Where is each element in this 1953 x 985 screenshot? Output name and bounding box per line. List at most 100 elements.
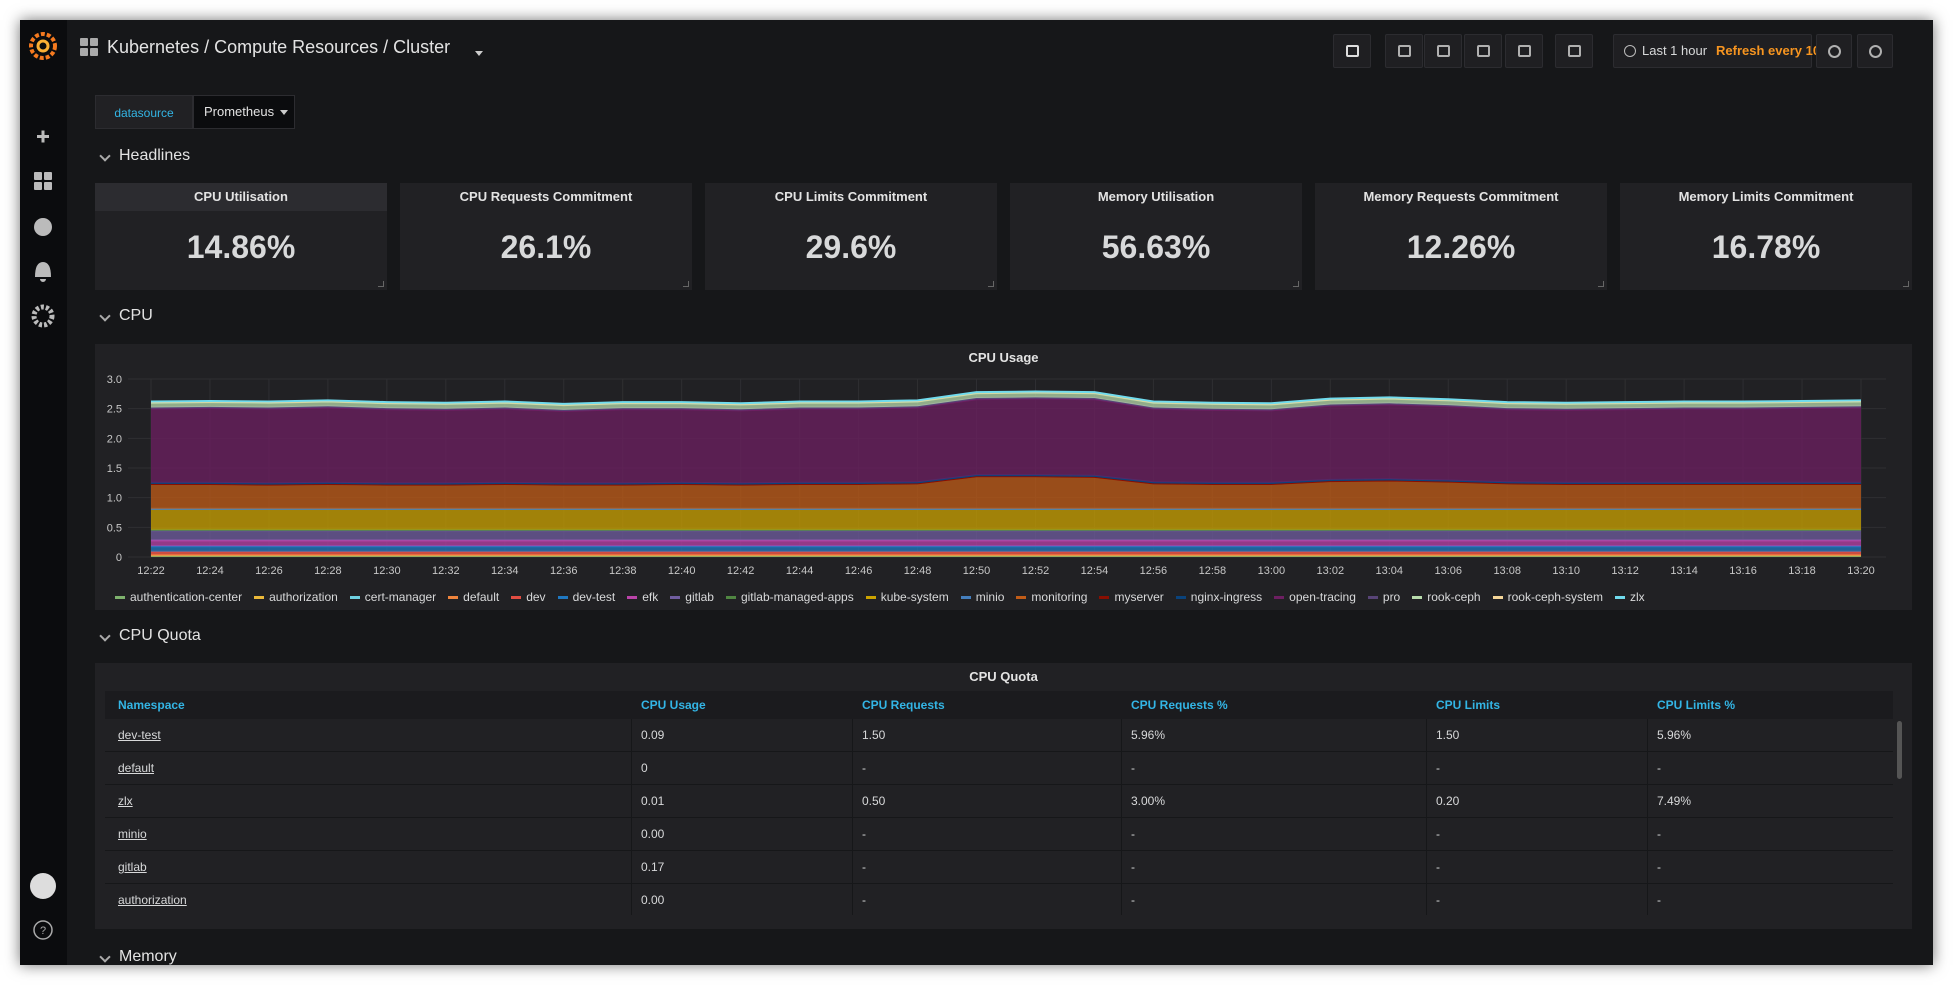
panel-header[interactable]: CPU Utilisation — [95, 183, 387, 211]
table-cell: 5.96% — [1657, 728, 1692, 742]
config-icon[interactable] — [31, 304, 55, 328]
panel-header[interactable]: CPU Limits Commitment — [705, 183, 997, 211]
legend-item[interactable]: monitoring — [1016, 590, 1087, 604]
column-divider — [1426, 752, 1427, 785]
row-title[interactable]: Memory — [119, 948, 177, 965]
legend-swatch — [1175, 595, 1186, 599]
legend-label: zlx — [1629, 590, 1645, 604]
legend-item[interactable]: dev-test — [557, 590, 615, 604]
tv-mode-button[interactable] — [1555, 34, 1593, 68]
panel-header[interactable]: Memory Limits Commitment — [1620, 183, 1912, 211]
panel-title[interactable]: CPU Usage — [968, 350, 1039, 365]
y-tick-label: 2.0 — [107, 433, 122, 445]
legend-swatch — [1367, 595, 1378, 599]
x-tick-label: 12:38 — [609, 565, 637, 577]
namespace-link[interactable]: authorization — [118, 893, 187, 907]
legend-item[interactable]: pro — [1367, 590, 1400, 604]
column-divider — [631, 719, 632, 752]
zoom-out-button[interactable] — [1816, 34, 1852, 68]
row-chevron[interactable] — [99, 951, 111, 963]
namespace-link[interactable]: dev-test — [118, 728, 161, 742]
legend-label: cert-manager — [364, 590, 437, 604]
panel-header[interactable]: Memory Requests Commitment — [1315, 183, 1607, 211]
refresh-button[interactable] — [1857, 34, 1893, 68]
stat-value: 14.86% — [186, 229, 296, 265]
x-tick-label: 13:04 — [1376, 565, 1404, 577]
x-tick-label: 13:10 — [1552, 565, 1580, 577]
namespace-link[interactable]: zlx — [118, 794, 133, 808]
button-icon — [1828, 45, 1841, 58]
dashboard-title[interactable]: Kubernetes / Compute Resources / Cluster — [107, 37, 451, 57]
panel-header[interactable]: CPU Requests Commitment — [400, 183, 692, 211]
panel-header[interactable]: Memory Utilisation — [1010, 183, 1302, 211]
column-header[interactable]: Namespace — [118, 698, 185, 712]
row-title[interactable]: CPU Quota — [119, 627, 201, 644]
namespace-link[interactable]: gitlab — [118, 860, 147, 874]
legend-label: dev — [526, 590, 546, 604]
help-glyph: ? — [40, 925, 46, 937]
panel-title[interactable]: CPU Quota — [969, 669, 1038, 684]
namespace-link[interactable]: minio — [118, 827, 147, 841]
star-button[interactable] — [1385, 34, 1423, 68]
legend-item[interactable]: default — [448, 590, 499, 604]
x-tick-label: 12:24 — [196, 565, 224, 577]
column-header[interactable]: CPU Limits — [1436, 698, 1501, 712]
table-cell: 0.00 — [641, 893, 665, 907]
refresh-interval: Refresh every 10s — [1716, 43, 1828, 58]
table-cell: 0 — [641, 761, 648, 775]
column-divider — [1426, 818, 1427, 851]
legend-item[interactable]: myserver — [1099, 590, 1164, 604]
row-chevron[interactable] — [99, 150, 111, 162]
explore-icon[interactable] — [34, 218, 52, 236]
settings-button[interactable] — [1505, 34, 1543, 68]
table-cell: 7.49% — [1657, 794, 1692, 808]
legend-item[interactable]: nginx-ingress — [1175, 590, 1262, 604]
grafana-logo[interactable] — [29, 32, 57, 60]
row-title[interactable]: CPU — [119, 307, 153, 324]
row-chevron[interactable] — [99, 630, 111, 642]
legend-item[interactable]: rook-ceph-system — [1492, 590, 1603, 604]
alerting-icon[interactable] — [35, 262, 51, 282]
legend-item[interactable]: kube-system — [865, 590, 949, 604]
legend-item[interactable]: rook-ceph — [1412, 590, 1481, 604]
share-button[interactable] — [1424, 34, 1462, 68]
row-chevron[interactable] — [99, 310, 111, 322]
help-icon[interactable] — [33, 920, 53, 940]
column-divider — [1121, 851, 1122, 884]
column-header[interactable]: CPU Requests % — [1131, 698, 1228, 712]
legend-item[interactable]: dev — [511, 590, 546, 604]
legend-item[interactable]: efk — [627, 590, 658, 604]
legend-item[interactable]: cert-manager — [349, 590, 437, 604]
save-button[interactable] — [1464, 34, 1502, 68]
create-icon[interactable] — [37, 130, 49, 143]
variable-value[interactable]: Prometheus — [193, 95, 295, 129]
button-icon — [1398, 45, 1411, 57]
row-title[interactable]: Headlines — [119, 147, 191, 164]
add-panel-button[interactable] — [1333, 34, 1371, 68]
dashboard-icon[interactable] — [80, 38, 98, 56]
column-header[interactable]: CPU Limits % — [1657, 698, 1736, 712]
x-tick-label: 12:30 — [373, 565, 401, 577]
legend-label: monitoring — [1031, 590, 1088, 604]
legend-item[interactable]: authentication-center — [115, 590, 242, 604]
legend-swatch — [1274, 595, 1285, 599]
column-header[interactable]: CPU Usage — [641, 698, 706, 712]
column-header[interactable]: CPU Requests — [862, 698, 945, 712]
legend-item[interactable]: zlx — [1614, 590, 1645, 604]
x-tick-label: 12:36 — [550, 565, 578, 577]
legend-item[interactable]: gitlab-managed-apps — [725, 590, 854, 604]
x-tick-label: 12:44 — [786, 565, 814, 577]
table-cell: 0.01 — [641, 794, 665, 808]
legend-item[interactable]: minio — [960, 590, 1004, 604]
legend-item[interactable]: open-tracing — [1274, 590, 1356, 604]
column-divider — [1426, 884, 1427, 915]
dashboards-icon[interactable] — [34, 172, 52, 190]
column-divider — [631, 884, 632, 915]
user-avatar[interactable] — [30, 873, 56, 899]
legend-label: open-tracing — [1289, 590, 1356, 604]
namespace-link[interactable]: default — [118, 761, 155, 775]
legend-item[interactable]: authorization — [254, 590, 338, 604]
time-picker[interactable]: Last 1 hour Refresh every 10s — [1613, 34, 1827, 68]
table-row — [105, 851, 1893, 884]
legend-item[interactable]: gitlab — [670, 590, 714, 604]
